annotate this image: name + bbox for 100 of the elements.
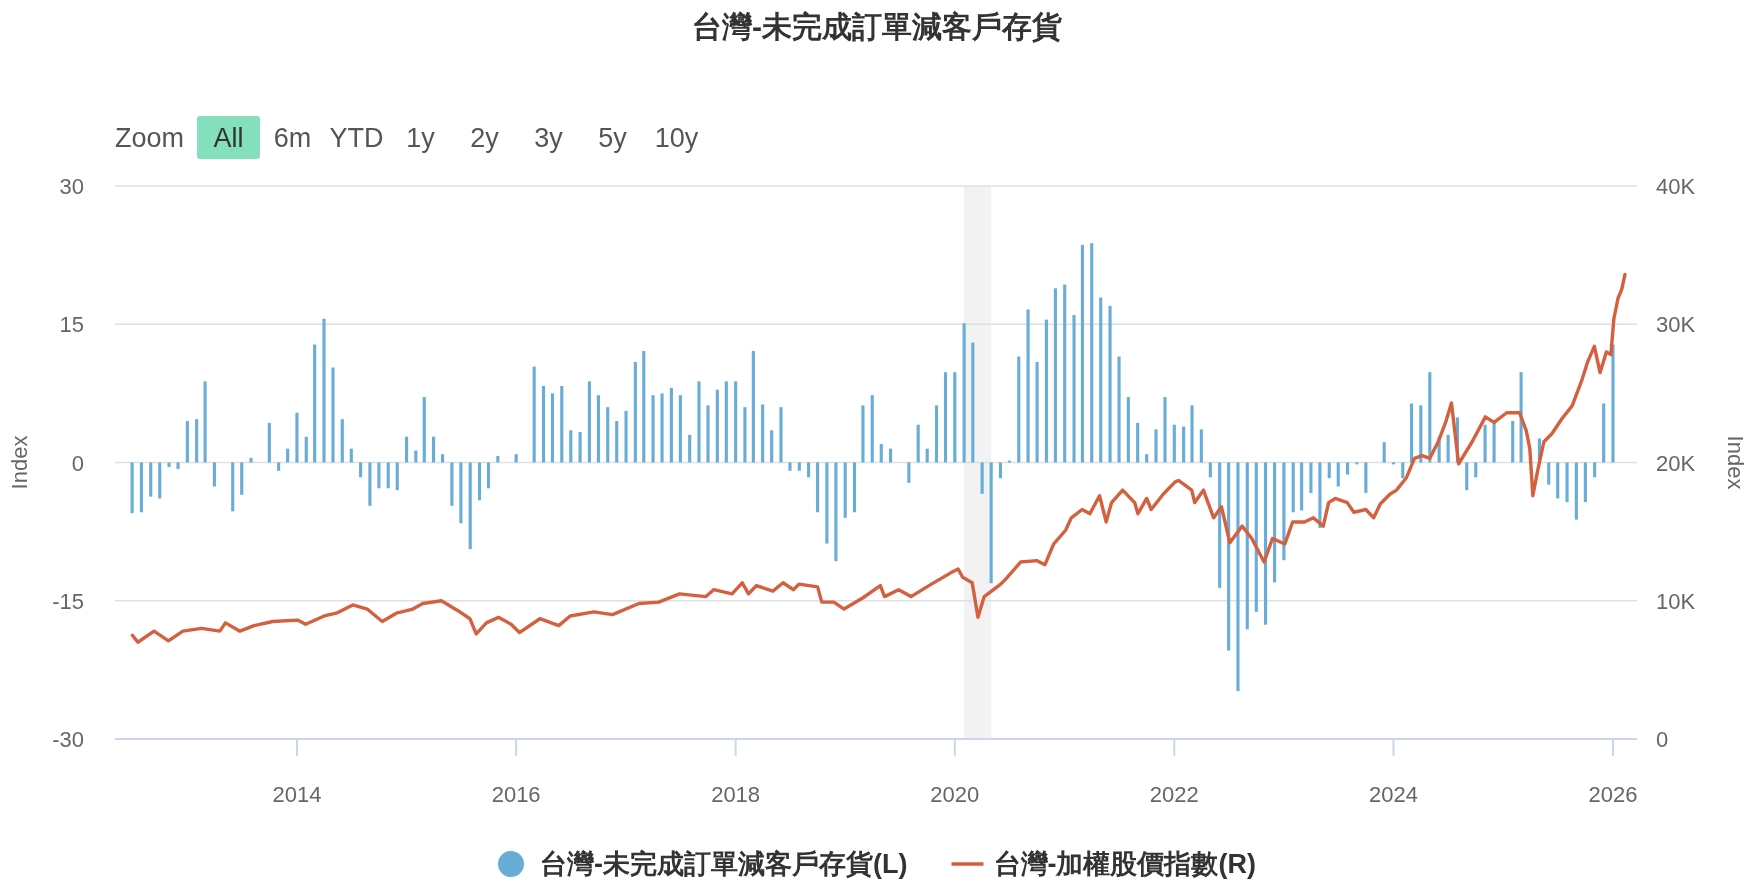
bar [176,462,180,469]
x-tick-label: 2014 [272,782,322,807]
text: 3y [534,123,564,153]
bar [313,344,317,463]
bar [359,462,363,478]
bar [989,462,993,584]
bar [249,457,253,463]
bar [998,462,1003,479]
bar [240,462,244,495]
legend-label: 台灣-未完成訂單減客戶存貨(L) [540,849,908,879]
bar [1309,462,1313,493]
bar [825,462,829,544]
bar [532,366,536,463]
bar [870,395,874,463]
bar [1154,429,1158,463]
x-tick-label: 2026 [1588,782,1638,807]
bar [852,462,857,513]
bar [468,462,472,550]
bar [962,323,966,463]
bar [459,462,463,524]
text: All [213,123,244,153]
bar [1556,462,1560,499]
bar [761,404,765,463]
bar [1017,356,1021,463]
legend-label: 台灣-加權股價指數(R) [993,849,1256,879]
bar [907,462,911,483]
bar [1126,397,1130,463]
bar [779,407,783,463]
bar [158,462,162,499]
bar [1428,372,1432,463]
bar [1483,424,1487,463]
bar [843,462,847,518]
y2-tick-label: 0 [1656,727,1669,752]
text: 1y [406,123,436,153]
bar [1136,422,1140,463]
bar [1254,462,1258,612]
text: YTD [329,123,384,153]
bar [889,448,893,463]
bar [633,362,637,463]
bar [669,387,673,463]
bar [377,462,381,489]
bar [1172,424,1176,463]
bar [1511,421,1515,463]
bar [1145,454,1149,463]
bar [1218,462,1222,588]
bar [1264,462,1268,625]
bar [934,405,939,463]
bar [340,419,344,463]
y-axis-title: Index [7,435,32,490]
bar [1190,405,1194,463]
bar [212,462,216,487]
bar [816,462,820,513]
bar [861,405,865,463]
bar [1026,309,1030,463]
bar [788,462,792,471]
bar [1492,421,1496,463]
bar [331,367,335,463]
bar [1227,462,1231,651]
bar [1327,462,1331,479]
bar [743,407,747,463]
bar [1035,362,1039,463]
bar [734,381,738,463]
bar [797,462,801,471]
bar [1108,305,1112,463]
bar [807,462,811,478]
bar [834,462,838,562]
bar [925,448,929,463]
bar [422,397,426,463]
bar [651,395,655,463]
bar [1063,284,1067,463]
x-tick-label: 2024 [1369,782,1418,807]
bar [615,421,619,463]
bar [130,462,134,514]
bar [1409,403,1414,463]
bar [1565,462,1569,503]
bar [541,386,546,463]
bar [203,381,207,463]
bar [195,419,199,463]
bar [1446,434,1450,463]
bar [286,448,290,463]
bar [943,372,948,463]
bar [1602,403,1606,463]
bar [149,462,153,497]
bar [678,395,682,463]
bar [1547,462,1551,485]
x-tick-label: 2020 [930,782,980,807]
bar [1611,344,1615,463]
bar [1099,297,1103,463]
bar [231,462,235,512]
bar [660,393,664,463]
bar [295,412,299,463]
bar [688,434,692,463]
text: 10y [654,123,699,153]
bar [1318,462,1322,528]
bar [432,436,436,463]
bar [1419,405,1423,463]
bar [578,432,582,463]
bar [514,454,518,463]
bar [304,436,308,463]
text: Zoom [115,123,185,153]
